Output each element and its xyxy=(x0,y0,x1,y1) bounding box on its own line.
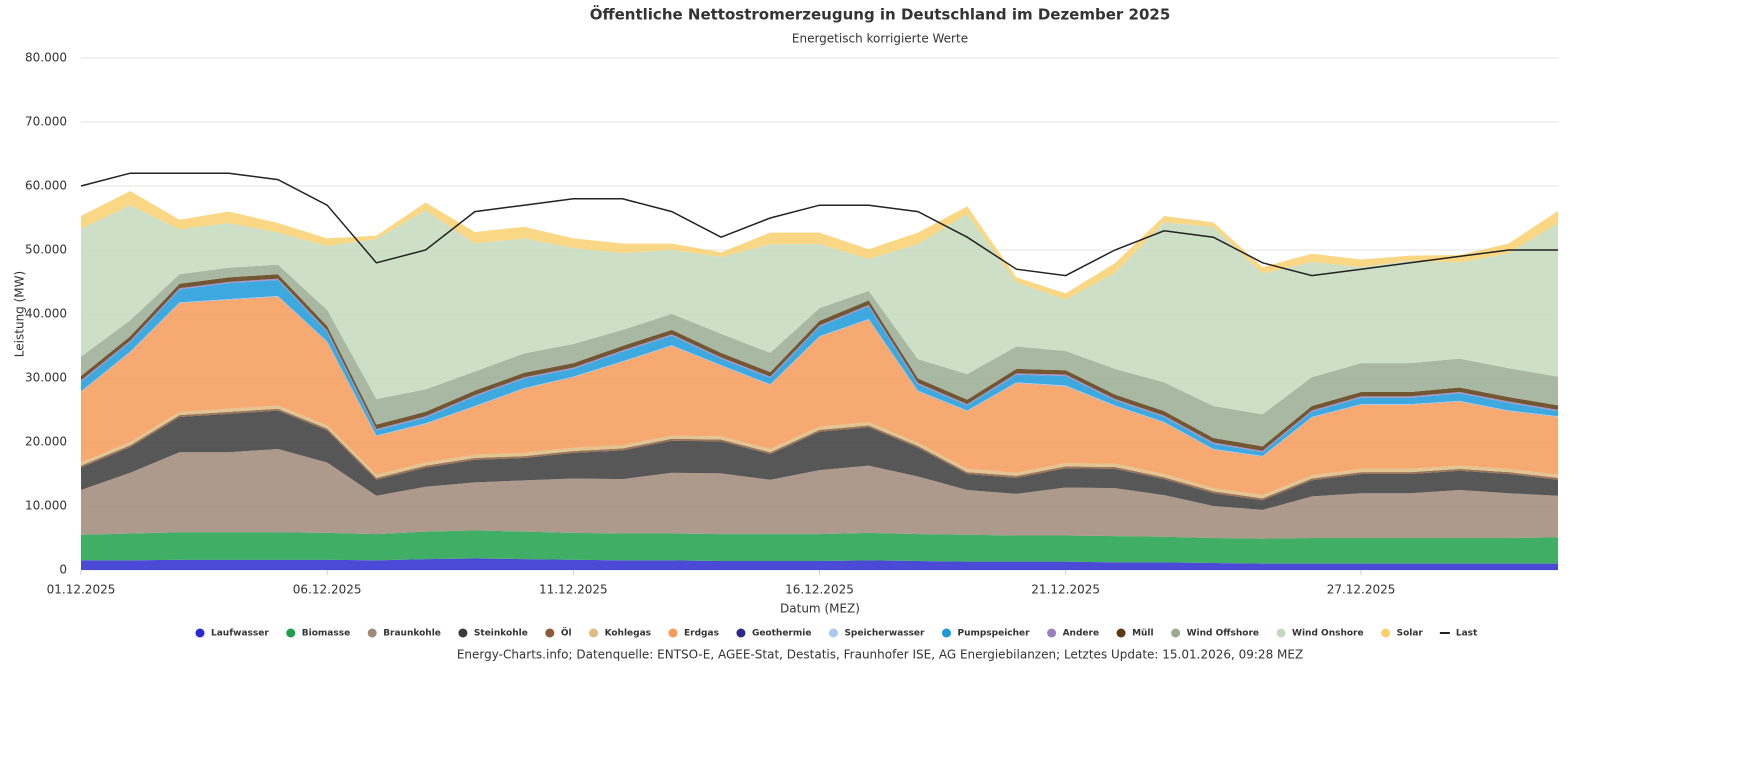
legend-label: Last xyxy=(1456,629,1478,639)
y-tick-label: 40.000 xyxy=(25,307,67,321)
legend-symbol xyxy=(941,628,951,638)
legend-symbol xyxy=(1381,628,1391,638)
y-tick-label: 20.000 xyxy=(25,435,67,449)
x-tick-label: 27.12.2025 xyxy=(1327,583,1396,597)
legend-label: Andere xyxy=(1063,629,1099,639)
legend-symbol xyxy=(828,628,838,638)
legend-symbol xyxy=(286,628,296,638)
area xyxy=(81,279,1558,456)
y-tick-label: 60.000 xyxy=(25,179,67,193)
legend-symbol xyxy=(589,628,599,638)
legend-label: Solar xyxy=(1397,629,1424,639)
legend-label: Müll xyxy=(1132,629,1154,639)
y-tick-label: 50.000 xyxy=(25,243,67,257)
x-tick-label: 06.12.2025 xyxy=(293,583,362,597)
legend-symbol xyxy=(458,628,468,638)
legend-label: Wind Onshore xyxy=(1292,629,1364,639)
legend-symbol xyxy=(668,628,678,638)
x-tick-label: 01.12.2025 xyxy=(47,583,116,597)
legend-label: Wind Offshore xyxy=(1187,629,1259,639)
legend-symbol xyxy=(1276,628,1286,638)
area xyxy=(81,410,1558,510)
legend-symbol xyxy=(367,628,377,638)
area xyxy=(81,558,1558,570)
area xyxy=(81,190,1558,300)
legend-label: Pumpspeicher xyxy=(957,629,1030,639)
area xyxy=(81,205,1558,415)
x-axis-title: Datum (MEZ) xyxy=(780,602,860,616)
legend-label: Laufwasser xyxy=(211,629,269,639)
load-line xyxy=(80,172,1558,277)
legend-symbol xyxy=(736,628,746,638)
y-tick-label: 10.000 xyxy=(25,499,67,513)
area xyxy=(81,296,1558,496)
y-axis-title: Leistung (MW) xyxy=(13,271,27,357)
y-tick-label: 80.000 xyxy=(25,51,67,65)
legend-label: Braunkohle xyxy=(383,629,441,639)
legend-label: Erdgas xyxy=(684,629,719,639)
chart-subtitle: Energetisch korrigierte Werte xyxy=(792,32,968,46)
legend-label: Steinkohle xyxy=(474,629,528,639)
legend-label: Öl xyxy=(561,628,572,639)
x-tick-label: 11.12.2025 xyxy=(539,583,608,597)
legend-symbol xyxy=(1171,628,1181,638)
x-tick-label: 21.12.2025 xyxy=(1031,583,1100,597)
area xyxy=(81,449,1558,539)
y-tick-label: 30.000 xyxy=(25,371,67,385)
legend-label: Speicherwasser xyxy=(844,629,925,639)
legend-symbol xyxy=(545,628,555,638)
legend-label: Biomasse xyxy=(302,629,350,639)
legend-label: Geothermie xyxy=(752,629,812,639)
area xyxy=(81,530,1558,564)
plot-area: 0 10.000 20.000 30.000 40.000 50.000 60.000 70.… xyxy=(25,51,1558,597)
y-tick-label: 70.000 xyxy=(25,115,67,129)
chart-title: Öffentliche Nettostromerzeugung in Deuts… xyxy=(590,5,1171,24)
legend: Laufwasser Biomasse Braunkohle Steinkohle Öl… xyxy=(195,628,1478,639)
legend-symbol xyxy=(1116,628,1126,638)
source-note: Energy-Charts.info; Datenquelle: ENTSO-E… xyxy=(457,648,1303,662)
x-tick-label: 16.12.2025 xyxy=(785,583,854,597)
legend-symbol xyxy=(195,628,205,638)
area xyxy=(81,264,1558,447)
legend-label: Kohlegas xyxy=(605,629,651,639)
legend-symbol xyxy=(1047,628,1057,638)
y-tick-label: 0 xyxy=(59,563,67,577)
